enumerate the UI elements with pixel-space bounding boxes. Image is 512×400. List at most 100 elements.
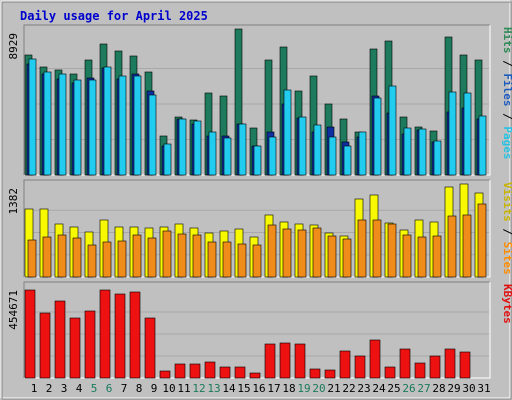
x-tick-label: 26 — [402, 382, 415, 395]
x-tick-label: 19 — [297, 382, 310, 395]
bar-hits-pages-day-6 — [103, 66, 112, 176]
x-tick-label: 15 — [237, 382, 250, 395]
bar-kbytes-kbytes-day-1 — [24, 289, 36, 379]
x-tick-label: 7 — [121, 382, 128, 395]
bar-visits-sites-day-16 — [252, 244, 262, 278]
x-tick-label: 3 — [61, 382, 68, 395]
x-tick-label: 29 — [447, 382, 460, 395]
series-label-part: Pages — [501, 126, 512, 159]
bar-hits-pages-day-14 — [223, 137, 232, 176]
x-tick-label: 24 — [372, 382, 386, 395]
bar-kbytes-kbytes-day-29 — [444, 348, 456, 379]
bar-visits-sites-day-30 — [462, 214, 472, 278]
bar-hits-pages-day-9 — [148, 94, 157, 176]
x-tick-label: 22 — [342, 382, 355, 395]
series-label-kbytes: KBytes — [501, 284, 512, 324]
x-tick-label: 20 — [312, 382, 325, 395]
bar-kbytes-kbytes-day-17 — [264, 343, 276, 379]
bar-hits-pages-day-10 — [163, 143, 172, 176]
bar-visits-sites-day-21 — [327, 235, 337, 278]
bar-visits-sites-day-24 — [372, 219, 382, 278]
bar-kbytes-kbytes-day-7 — [114, 293, 126, 379]
x-tick-label: 18 — [282, 382, 295, 395]
bar-kbytes-kbytes-day-21 — [324, 369, 336, 379]
series-label-hits: Hits / Files / Pages — [501, 27, 512, 160]
bar-kbytes-kbytes-day-3 — [54, 300, 66, 379]
x-tick-label: 11 — [177, 382, 190, 395]
x-tick-label: 21 — [327, 382, 340, 395]
bar-visits-sites-day-13 — [207, 241, 217, 278]
bar-visits-sites-day-19 — [297, 229, 307, 278]
y-max-label-visits: 1382 — [7, 188, 20, 215]
bar-hits-pages-day-3 — [58, 73, 67, 176]
bar-kbytes-kbytes-day-16 — [249, 372, 261, 379]
x-tick-label: 17 — [267, 382, 280, 395]
bar-kbytes-kbytes-day-5 — [84, 310, 96, 379]
series-label-part: / — [501, 54, 512, 74]
bar-kbytes-kbytes-day-6 — [99, 289, 111, 379]
bar-kbytes-kbytes-day-22 — [339, 350, 351, 379]
bar-visits-sites-day-7 — [117, 240, 127, 278]
series-label-part: Visits — [501, 182, 512, 222]
bar-visits-sites-day-4 — [72, 237, 82, 278]
bar-hits-pages-day-7 — [118, 75, 127, 176]
bar-kbytes-kbytes-day-10 — [159, 370, 171, 379]
bar-visits-sites-day-25 — [387, 223, 397, 278]
bar-visits-sites-day-27 — [417, 236, 427, 278]
bar-visits-sites-day-5 — [87, 244, 97, 278]
bar-hits-pages-day-22 — [343, 145, 352, 176]
bar-visits-sites-day-2 — [42, 236, 52, 278]
series-label-part: KBytes — [501, 284, 512, 324]
bar-hits-pages-day-15 — [238, 123, 247, 176]
bar-visits-sites-day-10 — [162, 230, 172, 278]
series-label-part: / — [501, 222, 512, 242]
bar-kbytes-kbytes-day-2 — [39, 312, 51, 379]
x-tick-label: 1 — [31, 382, 38, 395]
series-label-visits: Visits / Sites — [501, 182, 512, 275]
bar-hits-pages-day-28 — [433, 140, 442, 176]
bar-hits-pages-day-27 — [418, 128, 427, 176]
bar-hits-pages-day-16 — [253, 145, 262, 176]
x-tick-label: 27 — [417, 382, 430, 395]
series-label-part: Files — [501, 73, 512, 106]
bar-kbytes-kbytes-day-19 — [294, 343, 306, 379]
bar-hits-pages-day-8 — [133, 75, 142, 176]
bar-hits-pages-day-23 — [358, 131, 367, 176]
bar-kbytes-kbytes-day-4 — [69, 317, 81, 379]
x-tick-label: 10 — [162, 382, 175, 395]
y-max-label-hits: 8929 — [7, 33, 20, 60]
panel-hits: 8929 Hits / Files / Pages — [7, 24, 512, 176]
x-tick-label: 31 — [477, 382, 490, 395]
bar-hits-pages-day-19 — [298, 116, 307, 176]
bar-hits-pages-day-1 — [28, 58, 37, 176]
plot-bevel-dark — [23, 179, 490, 277]
series-label-part: Sites — [501, 242, 512, 275]
panel-visits: 1382 Visits / Sites — [7, 179, 512, 278]
x-tick-label: 6 — [106, 382, 113, 395]
bar-hits-pages-day-26 — [403, 127, 412, 176]
bar-kbytes-kbytes-day-20 — [309, 368, 321, 379]
bar-hits-pages-day-17 — [268, 136, 277, 176]
chart-panels: 8929 Hits / Files / Pages 1382 Visits / Sit… — [7, 24, 512, 379]
x-tick-label: 25 — [387, 382, 400, 395]
bar-kbytes-kbytes-day-13 — [204, 361, 216, 379]
bar-visits-sites-day-14 — [222, 241, 232, 278]
x-tick-label: 5 — [91, 382, 98, 395]
x-tick-label: 16 — [252, 382, 265, 395]
x-tick-label: 8 — [136, 382, 143, 395]
bar-visits-sites-day-22 — [342, 238, 352, 278]
bar-kbytes-kbytes-day-12 — [189, 363, 201, 379]
bar-visits-sites-day-29 — [447, 215, 457, 278]
bar-kbytes-kbytes-day-28 — [429, 355, 441, 379]
bar-kbytes-kbytes-day-11 — [174, 363, 186, 379]
series-label-part: / — [501, 107, 512, 127]
x-tick-label: 12 — [192, 382, 205, 395]
bar-hits-pages-day-31 — [478, 115, 487, 176]
bar-visits-sites-day-15 — [237, 243, 247, 278]
x-tick-label: 14 — [222, 382, 236, 395]
bar-visits-sites-day-6 — [102, 241, 112, 278]
bar-kbytes-kbytes-day-8 — [129, 291, 141, 379]
